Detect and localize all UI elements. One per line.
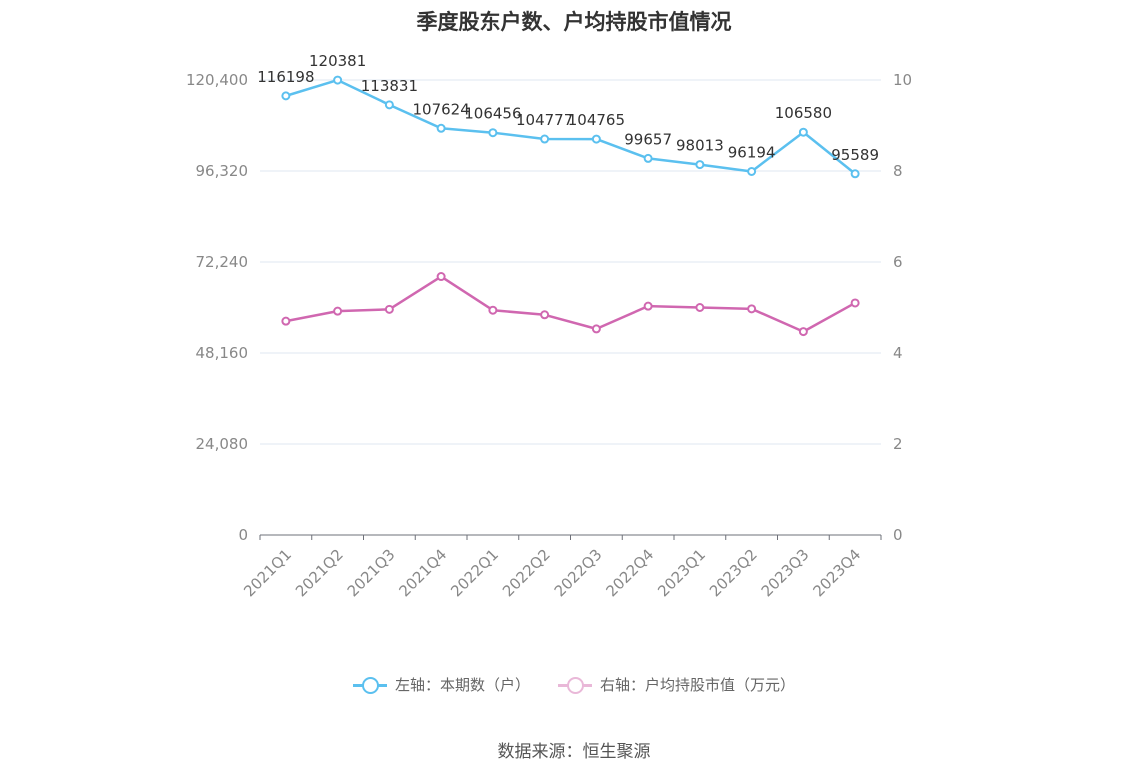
data-point-left (747, 166, 757, 176)
series-line-left (285, 78, 856, 175)
data-point-right (591, 324, 601, 334)
x-axis-tick-label: 2022Q4 (602, 545, 657, 600)
legend-label-right-series: 右轴：户均持股市值（万元） (600, 676, 796, 694)
data-label: 96194 (728, 143, 776, 161)
right-axis-tick-label: 4 (893, 344, 903, 362)
data-point-right (333, 306, 343, 316)
data-point-left (540, 134, 550, 144)
data-label: 116198 (257, 68, 314, 86)
left-axis-tick-label: 72,240 (196, 253, 249, 271)
data-point-right (436, 272, 446, 282)
right-axis-tick-label: 10 (893, 71, 912, 89)
data-point-right (798, 327, 808, 337)
data-label: 99657 (624, 130, 672, 148)
right-axis-tick-label: 2 (893, 435, 903, 453)
data-point-right (850, 298, 860, 308)
right-axis-tick-label: 0 (893, 526, 903, 544)
data-point-right (540, 310, 550, 320)
x-axis-tick-label: 2023Q2 (706, 545, 761, 600)
left-axis-tick-label: 48,160 (196, 344, 249, 362)
data-point-left (643, 153, 653, 163)
data-label: 98013 (676, 137, 724, 155)
data-label: 106580 (775, 104, 832, 122)
x-axis-tick-label: 2022Q2 (499, 545, 554, 600)
data-label: 120381 (309, 52, 366, 70)
left-axis-tick-label: 24,080 (196, 435, 249, 453)
x-axis-tick-label: 2021Q3 (344, 545, 399, 600)
data-point-left (384, 100, 394, 110)
x-axis-tick-label: 2021Q2 (292, 545, 347, 600)
x-axis-tick-label: 2021Q1 (240, 545, 295, 600)
data-label: 107624 (412, 100, 469, 118)
x-axis-tick-label: 2023Q3 (758, 545, 813, 600)
right-axis-tick-label: 8 (893, 162, 903, 180)
data-point-left (333, 75, 343, 85)
data-source: 数据来源：恒生聚源 (497, 742, 651, 762)
data-point-right (747, 304, 757, 314)
right-axis-tick-label: 6 (893, 253, 903, 271)
data-label: 95589 (831, 146, 879, 164)
x-axis-tick-label: 2021Q4 (395, 545, 450, 600)
data-point-right (643, 301, 653, 311)
data-point-left (591, 134, 601, 144)
data-point-left (695, 160, 705, 170)
data-point-left (436, 123, 446, 133)
x-axis-tick-label: 2022Q1 (447, 545, 502, 600)
data-label: 106456 (464, 105, 521, 123)
data-point-right (281, 316, 291, 326)
data-label: 113831 (361, 77, 418, 95)
data-point-right (384, 304, 394, 314)
x-axis-tick-label: 2023Q4 (809, 545, 864, 600)
data-label: 104777 (516, 111, 573, 129)
data-point-left (488, 128, 498, 138)
data-point-left (798, 127, 808, 137)
data-point-right (695, 303, 705, 312)
data-label: 104765 (568, 111, 625, 129)
legend-label-left-series: 左轴：本期数（户） (394, 676, 530, 694)
data-point-right (488, 305, 498, 315)
data-point-left (850, 169, 860, 179)
legend-swatch-pink-icon (558, 675, 592, 695)
left-axis-tick-label: 96,320 (196, 162, 249, 180)
data-point-left (281, 91, 291, 101)
series-line-right (285, 275, 856, 333)
legend: 左轴：本期数（户） 右轴：户均持股市值（万元） (0, 674, 1148, 695)
left-axis-tick-label: 120,400 (186, 71, 248, 89)
x-axis-tick-label: 2023Q1 (654, 545, 709, 600)
legend-item-right-series[interactable]: 右轴：户均持股市值（万元） (558, 674, 795, 695)
legend-swatch-blue-icon (352, 675, 387, 695)
x-axis-tick-label: 2022Q3 (551, 545, 606, 600)
legend-item-left-series[interactable]: 左轴：本期数（户） (352, 674, 530, 695)
chart-title: 季度股东户数、户均持股市值情况 (416, 10, 732, 34)
left-axis-tick-label: 0 (238, 526, 248, 544)
